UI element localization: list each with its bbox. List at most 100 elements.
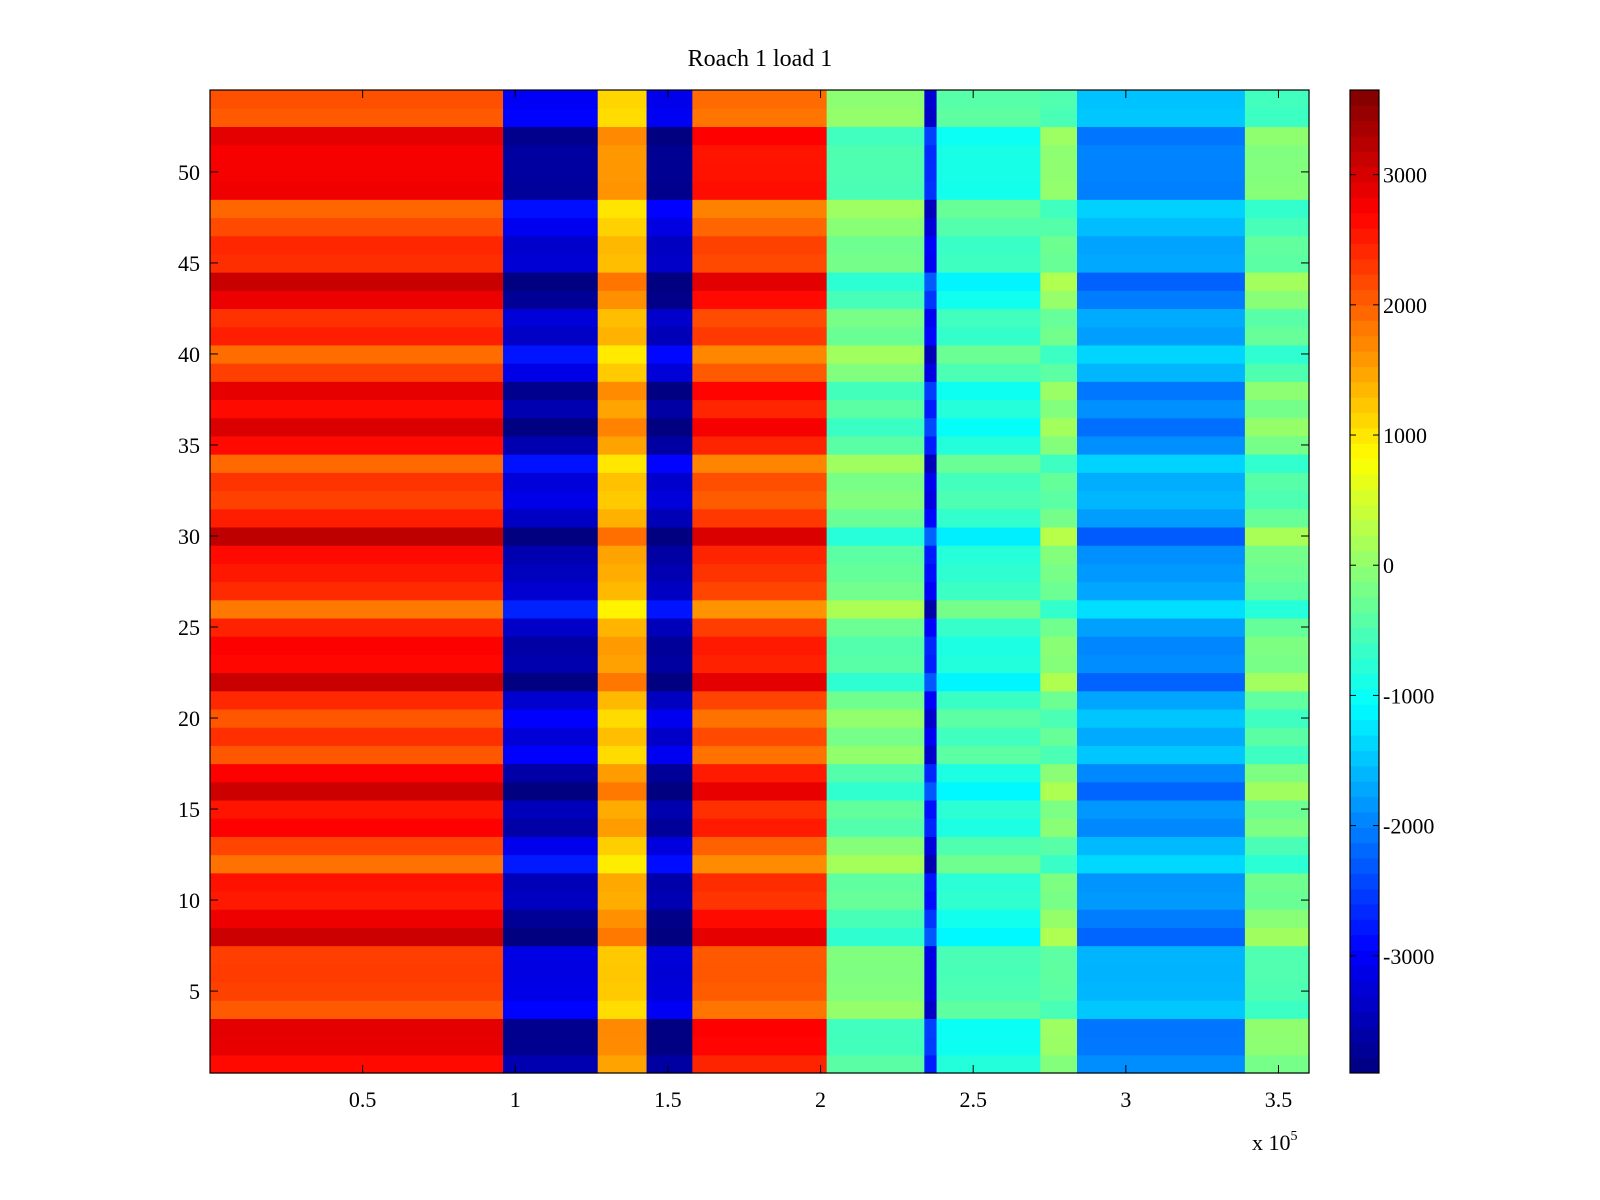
heatmap-cell bbox=[1040, 799, 1078, 819]
heatmap-cell bbox=[692, 836, 828, 856]
y-tick-label: 10 bbox=[178, 888, 200, 913]
heatmap-cell bbox=[1040, 763, 1078, 783]
heatmap-cell bbox=[1040, 181, 1078, 200]
heatmap-cell bbox=[1040, 126, 1078, 146]
colorbar-segment bbox=[1350, 857, 1379, 874]
heatmap-cell bbox=[1040, 890, 1078, 910]
heatmap-cell bbox=[503, 308, 599, 328]
heatmap-cell bbox=[646, 363, 693, 382]
heatmap-cell bbox=[597, 617, 648, 637]
colorbar-segment bbox=[1350, 443, 1379, 460]
heatmap-cell bbox=[924, 326, 938, 346]
heatmap-cell bbox=[692, 1000, 828, 1019]
heatmap-cell bbox=[936, 981, 1041, 1001]
heatmap-cell bbox=[597, 363, 648, 382]
heatmap-cell bbox=[692, 927, 828, 947]
heatmap-cell bbox=[1040, 872, 1078, 892]
heatmap-cell bbox=[646, 563, 693, 583]
heatmap-cell bbox=[1076, 126, 1246, 146]
heatmap-cell bbox=[924, 181, 938, 200]
heatmap-cell bbox=[597, 890, 648, 910]
colorbar-segment bbox=[1350, 1026, 1379, 1043]
heatmap-cell bbox=[692, 690, 828, 710]
colorbar-segment bbox=[1350, 642, 1379, 659]
colorbar-segment bbox=[1350, 689, 1379, 705]
heatmap-cell bbox=[1076, 581, 1246, 601]
heatmap-cell bbox=[646, 1036, 693, 1056]
heatmap-cell bbox=[1076, 909, 1246, 928]
heatmap-cell bbox=[597, 308, 648, 328]
heatmap-cell bbox=[597, 435, 648, 455]
heatmap-cell bbox=[1244, 818, 1310, 837]
colorbar-segment bbox=[1350, 228, 1379, 245]
heatmap-cell bbox=[936, 290, 1041, 310]
heatmap-cell bbox=[1244, 126, 1310, 146]
x-axis-ticks: 0.5 1 1.5 2 2.5 3 3.5 bbox=[349, 90, 1292, 1112]
colorbar-segment bbox=[1350, 873, 1379, 890]
heatmap-cell bbox=[692, 872, 828, 892]
colorbar-tick-label: -1000 bbox=[1383, 683, 1434, 708]
heatmap-cell bbox=[924, 363, 938, 382]
heatmap-cell bbox=[1040, 745, 1078, 765]
heatmap-cell bbox=[826, 454, 925, 473]
heatmap-cell bbox=[1040, 435, 1078, 455]
heatmap-cell bbox=[210, 235, 504, 255]
heatmap-cell bbox=[503, 872, 599, 892]
heatmap-cell bbox=[210, 690, 504, 710]
heatmap-cell bbox=[210, 981, 504, 1001]
heatmap-cell bbox=[1244, 454, 1310, 473]
heatmap-cell bbox=[924, 927, 938, 947]
heatmap-cell bbox=[1040, 617, 1078, 637]
heatmap-cell bbox=[1244, 963, 1310, 983]
colorbar-segment bbox=[1350, 197, 1379, 214]
heatmap-cell bbox=[826, 90, 925, 109]
colorbar-segment bbox=[1350, 673, 1379, 690]
heatmap-cell bbox=[924, 454, 938, 473]
heatmap-cell bbox=[646, 326, 693, 346]
heatmap-cell bbox=[936, 945, 1041, 965]
heatmap-cell bbox=[692, 344, 828, 364]
heatmap-cell bbox=[936, 435, 1041, 455]
colorbar-segment bbox=[1350, 950, 1379, 966]
heatmap-cell bbox=[936, 490, 1041, 510]
heatmap-cell bbox=[826, 126, 925, 146]
heatmap-cell bbox=[646, 472, 693, 492]
y-tick-label: 35 bbox=[178, 433, 200, 458]
colorbar-segment bbox=[1350, 258, 1379, 275]
heatmap-cell bbox=[936, 181, 1041, 200]
colorbar-segment bbox=[1350, 473, 1379, 490]
heatmap-cell bbox=[826, 981, 925, 1001]
colorbar-segment bbox=[1350, 381, 1379, 398]
heatmap-cell bbox=[924, 435, 938, 455]
heatmap-cell bbox=[936, 308, 1041, 328]
heatmap-cell bbox=[210, 435, 504, 455]
heatmap-cell bbox=[936, 818, 1041, 837]
heatmap-cell bbox=[503, 545, 599, 564]
heatmap-cell bbox=[646, 617, 693, 637]
heatmap-cell bbox=[597, 417, 648, 437]
heatmap-cell bbox=[1076, 708, 1246, 728]
heatmap-cell bbox=[936, 581, 1041, 601]
heatmap-cell bbox=[692, 417, 828, 437]
heatmap-cell bbox=[210, 217, 504, 237]
heatmap-cell bbox=[597, 581, 648, 601]
heatmap-cell bbox=[1244, 872, 1310, 892]
heatmap-cell bbox=[692, 599, 828, 619]
heatmap-cell bbox=[503, 636, 599, 655]
colorbar-segment bbox=[1350, 120, 1379, 137]
heatmap-cell bbox=[646, 144, 693, 164]
heatmap-cell bbox=[503, 708, 599, 728]
heatmap-cell bbox=[692, 326, 828, 346]
heatmap-cell bbox=[924, 708, 938, 728]
heatmap-cell bbox=[826, 781, 925, 801]
heatmap-cell bbox=[1040, 162, 1078, 182]
heatmap-cell bbox=[1040, 308, 1078, 328]
heatmap-cell bbox=[646, 599, 693, 619]
heatmap-cell bbox=[1244, 272, 1310, 291]
heatmap-cell bbox=[692, 235, 828, 255]
heatmap-cell bbox=[210, 599, 504, 619]
heatmap-cell bbox=[1076, 963, 1246, 983]
heatmap-cell bbox=[826, 854, 925, 874]
heatmap-cell bbox=[826, 799, 925, 819]
heatmap-cell bbox=[924, 763, 938, 783]
